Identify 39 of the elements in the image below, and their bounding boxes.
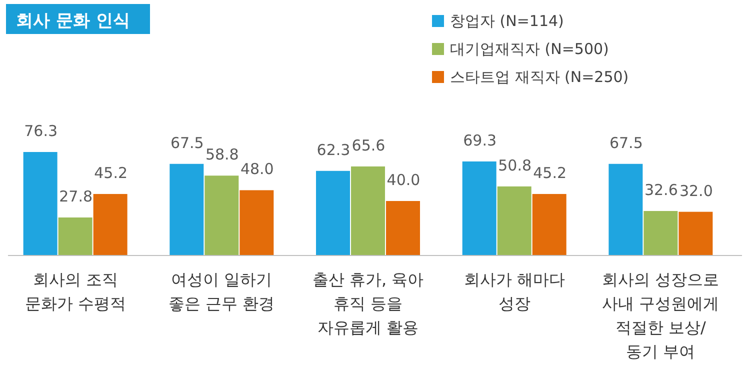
data-label: 45.2	[94, 164, 128, 182]
bar	[644, 210, 678, 255]
bar	[170, 164, 204, 255]
legend-label: 스타트업 재직자 (N=250)	[450, 68, 629, 86]
bar	[58, 217, 92, 255]
bar	[351, 166, 385, 255]
x-tick-label: 회사의 조직 문화가 수평적	[24, 270, 126, 313]
data-label: 27.8	[59, 187, 93, 206]
bar	[678, 212, 713, 255]
bar	[316, 170, 350, 255]
data-label: 67.5	[609, 134, 643, 152]
bar	[23, 152, 58, 255]
data-label: 65.6	[352, 136, 386, 154]
x-tick-label: 회사의 성장으로 사내 구성원에게 적절한 보상/ 동기 부여	[602, 270, 720, 361]
data-label: 62.3	[316, 140, 350, 159]
data-label: 45.2	[533, 164, 567, 182]
data-label: 67.5	[170, 134, 204, 152]
bar	[462, 161, 496, 255]
data-label: 40.0	[386, 171, 420, 190]
data-label: 58.8	[205, 146, 239, 164]
legend-label: 창업자 (N=114)	[450, 12, 564, 30]
bar	[608, 164, 643, 255]
bar	[532, 194, 566, 255]
legend-label: 대기업재직자 (N=500)	[450, 40, 609, 58]
data-label: 32.6	[644, 180, 678, 199]
data-label: 76.3	[24, 122, 58, 140]
bar	[93, 194, 128, 255]
x-tick-label: 회사가 해마다 성장	[464, 270, 565, 313]
chart-title: 회사 문화 인식	[16, 11, 130, 31]
x-tick-label: 출산 휴가, 육아 휴직 등을 자유롭게 활용	[312, 270, 424, 337]
bar	[204, 176, 239, 255]
bar	[240, 190, 274, 255]
data-label: 69.3	[463, 131, 497, 150]
data-label: 32.0	[679, 182, 713, 200]
bar	[497, 186, 532, 255]
x-tick-label: 여성이 일하기 좋은 근무 환경	[168, 270, 275, 313]
data-label: 50.8	[498, 156, 532, 174]
data-label: 48.0	[240, 160, 274, 178]
bar	[386, 201, 420, 255]
